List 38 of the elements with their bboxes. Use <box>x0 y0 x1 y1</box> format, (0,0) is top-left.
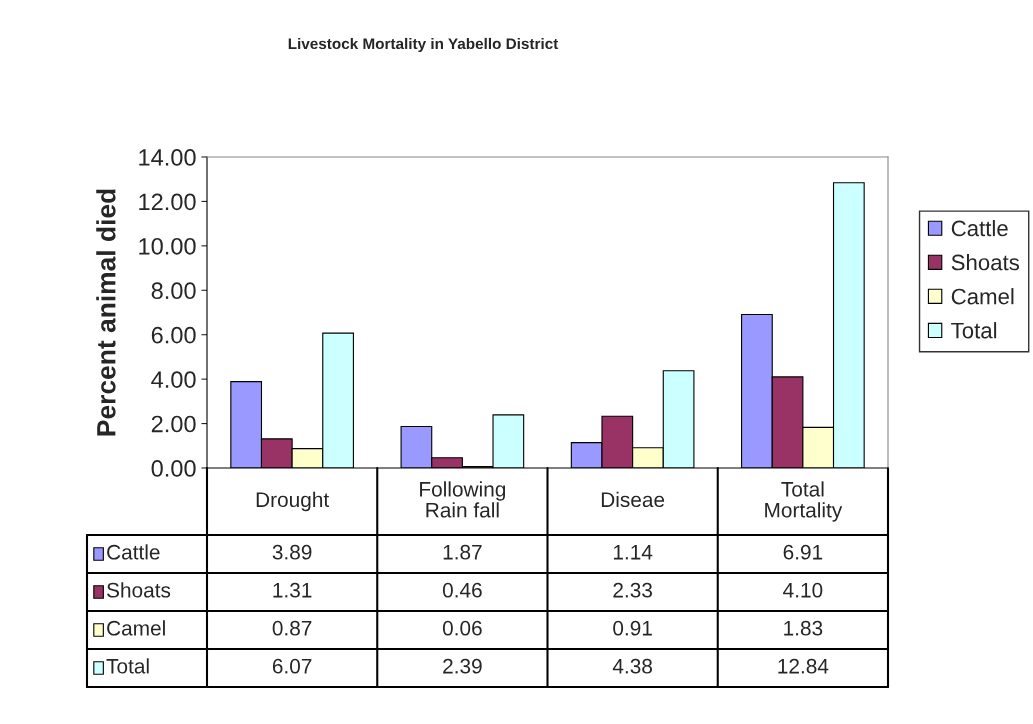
x-tick-label: Total Mortality <box>765 481 843 522</box>
y-tick-label: 4.00 <box>151 371 196 388</box>
text: Shoats <box>951 254 1020 271</box>
data-label: 4.38 <box>612 658 652 674</box>
data-label: 1.87 <box>443 544 482 560</box>
data-label: 2.33 <box>613 582 652 598</box>
data-label: 0.46 <box>442 582 482 598</box>
text: Camel <box>107 620 165 636</box>
y-tick-label: 12.00 <box>139 193 196 211</box>
legend-label: Camel <box>951 288 1014 305</box>
text: Total <box>106 658 149 674</box>
data-label: 0.06 <box>442 620 482 636</box>
data-label: 0.91 <box>613 620 652 636</box>
x-tick-label: Drought <box>256 491 330 512</box>
y-tick-label: 8.00 <box>151 282 196 300</box>
data-label: 1.14 <box>613 545 653 560</box>
x-tick-label: Following Rain fall <box>420 481 506 518</box>
y-tick-label: 6.00 <box>151 326 196 344</box>
legend-label: Cattle <box>107 544 160 560</box>
data-label: 1.31 <box>273 582 312 598</box>
x-tick-label: Diseae <box>601 491 665 508</box>
data-label: 0.87 <box>272 620 312 636</box>
data-label: 1.83 <box>784 620 823 636</box>
y-axis-title: Percent animal died <box>96 189 116 436</box>
data-label: 4.10 <box>783 582 823 598</box>
data-label: 12.84 <box>778 658 829 674</box>
data-label: 6.07 <box>272 658 312 674</box>
data-label: 6.91 <box>783 544 823 560</box>
legend-label: Shoats <box>107 582 171 598</box>
data-label: 3.89 <box>272 544 312 560</box>
chart-title: Livestock Mortality in Yabello District <box>288 37 559 53</box>
legend-label: Total <box>951 322 997 339</box>
data-label: 2.39 <box>443 658 482 674</box>
y-tick-label: 2.00 <box>151 415 196 433</box>
y-tick-label: 0.00 <box>151 460 196 477</box>
text: Cattle <box>951 219 1008 237</box>
y-tick-label: 10.00 <box>139 237 196 255</box>
y-tick-label: 14.00 <box>139 149 196 166</box>
